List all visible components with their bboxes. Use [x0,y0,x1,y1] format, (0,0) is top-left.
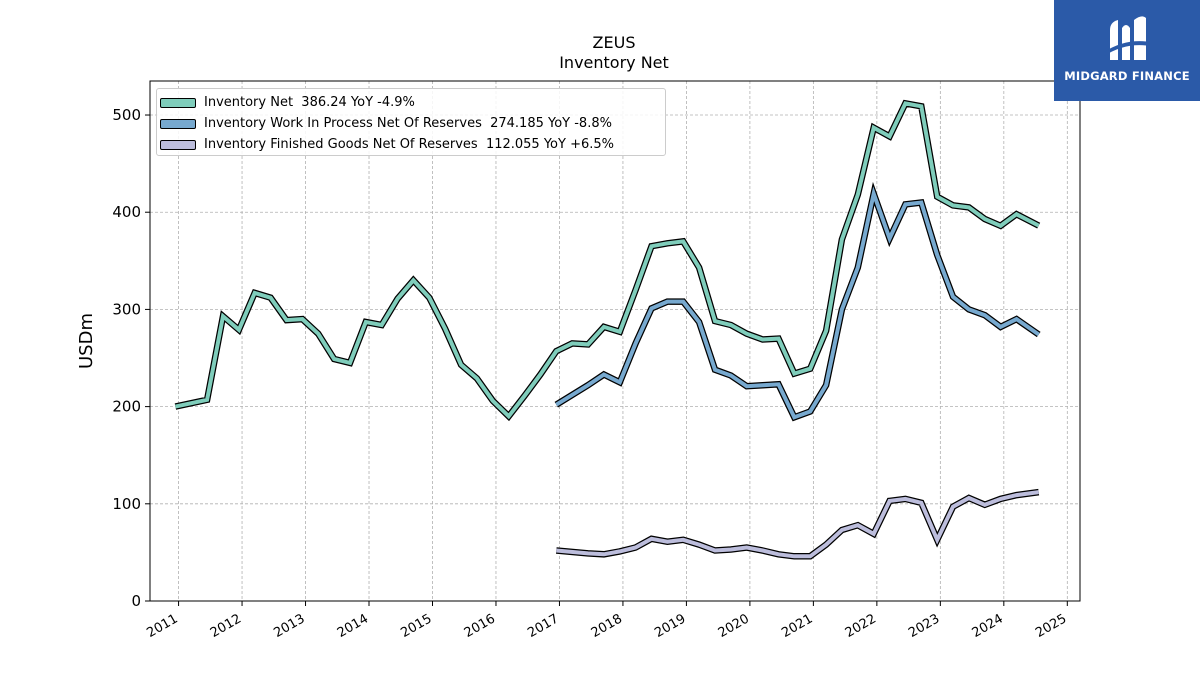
series-0-line [174,101,1040,420]
legend-label: Inventory Work In Process Net Of Reserve… [204,116,612,131]
chart-subtitle: Inventory Net [559,53,669,72]
x-tick-label: 2014 [335,611,371,641]
x-tick-label: 2021 [779,611,815,641]
legend-swatch [160,139,196,150]
legend: Inventory Net 386.24 YoY -4.9% Inventory… [156,88,666,156]
legend-item-inventory-net: Inventory Net 386.24 YoY -4.9% [160,92,665,113]
x-tick-label: 2019 [652,611,688,641]
x-tick-label: 2017 [525,611,561,641]
x-tick-label: 2013 [271,611,307,641]
x-tick-label: 2015 [398,611,434,641]
axes: 0 100 200 300 400 500 2011 2012 2013 2014 2015 2016… [112,106,1069,641]
legend-swatch [160,97,196,108]
grid [150,81,1080,602]
legend-label: Inventory Finished Goods Net Of Reserves… [204,137,614,152]
legend-item-finished-goods: Inventory Finished Goods Net Of Reserves… [160,134,665,155]
series-1-line [555,186,1040,420]
logo-mark-icon [1104,16,1150,60]
y-tick-label: 100 [112,495,141,513]
brand-name: MIDGARD FINANCE [1064,69,1190,83]
x-tick-label: 2023 [906,611,942,641]
y-tick-label: 200 [112,398,141,416]
x-tick-label: 2024 [970,611,1006,641]
x-tick-label: 2022 [843,611,879,641]
x-tick-label: 2020 [716,611,752,641]
y-axis-label: USDm [76,313,97,369]
x-tick-label: 2018 [589,611,625,641]
x-tick-label: 2016 [462,611,498,641]
series-2-outline [556,488,1040,560]
x-tick-label: 2025 [1033,611,1069,641]
series-2-line [556,490,1039,559]
legend-item-work-in-process: Inventory Work In Process Net Of Reserve… [160,113,665,134]
x-tick-label: 2012 [208,611,244,641]
legend-swatch [160,118,196,129]
y-tick-label: 0 [131,592,141,610]
y-tick-label: 300 [112,300,141,318]
x-tick-label: 2011 [144,611,180,641]
y-tick-label: 500 [112,106,141,124]
plot-frame [149,80,1081,602]
brand-logo: MIDGARD FINANCE [1054,0,1200,101]
y-tick-label: 400 [112,203,141,221]
series-lines [174,99,1041,560]
legend-label: Inventory Net 386.24 YoY -4.9% [204,95,415,110]
chart-title: ZEUS [593,33,636,52]
